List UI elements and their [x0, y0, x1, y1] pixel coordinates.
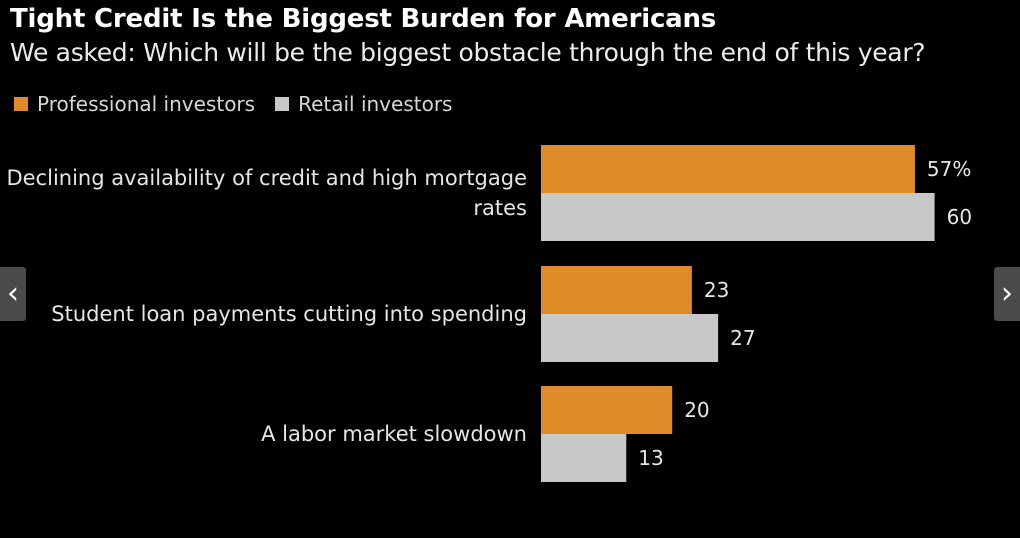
data-label: 13 — [638, 446, 663, 470]
category-label: rates — [473, 196, 527, 220]
bar-retail — [541, 193, 935, 241]
bar-professional — [541, 386, 673, 434]
data-label: 27 — [730, 326, 755, 350]
legend-swatch-retail — [275, 97, 290, 111]
previous-chart-button[interactable]: ‹ — [0, 267, 26, 321]
chart-subtitle: We asked: Which will be the biggest obst… — [10, 38, 926, 67]
bar-professional — [541, 145, 915, 193]
category-label: Declining availability of credit and hig… — [6, 166, 527, 190]
legend-label-retail: Retail investors — [298, 92, 453, 116]
bar-professional — [541, 266, 692, 314]
legend: Professional investors Retail investors — [14, 92, 472, 116]
data-label: 20 — [684, 398, 709, 422]
bar-retail — [541, 434, 627, 482]
chevron-left-icon: ‹ — [7, 276, 19, 311]
category-label: Student loan payments cutting into spend… — [51, 302, 527, 326]
legend-swatch-professional — [14, 97, 28, 111]
chart-title: Tight Credit Is the Biggest Burden for A… — [10, 4, 717, 34]
legend-label-professional: Professional investors — [37, 92, 256, 116]
legend-item-professional: Professional investors — [14, 92, 255, 116]
chevron-right-icon: › — [1001, 276, 1013, 311]
category-label: A labor market slowdown — [261, 422, 527, 446]
data-label: 60 — [947, 205, 972, 229]
next-chart-button[interactable]: › — [994, 267, 1020, 321]
bar-retail — [541, 314, 719, 362]
data-label: 57% — [927, 157, 971, 181]
data-label: 23 — [704, 278, 729, 302]
legend-item-retail: Retail investors — [275, 92, 452, 116]
